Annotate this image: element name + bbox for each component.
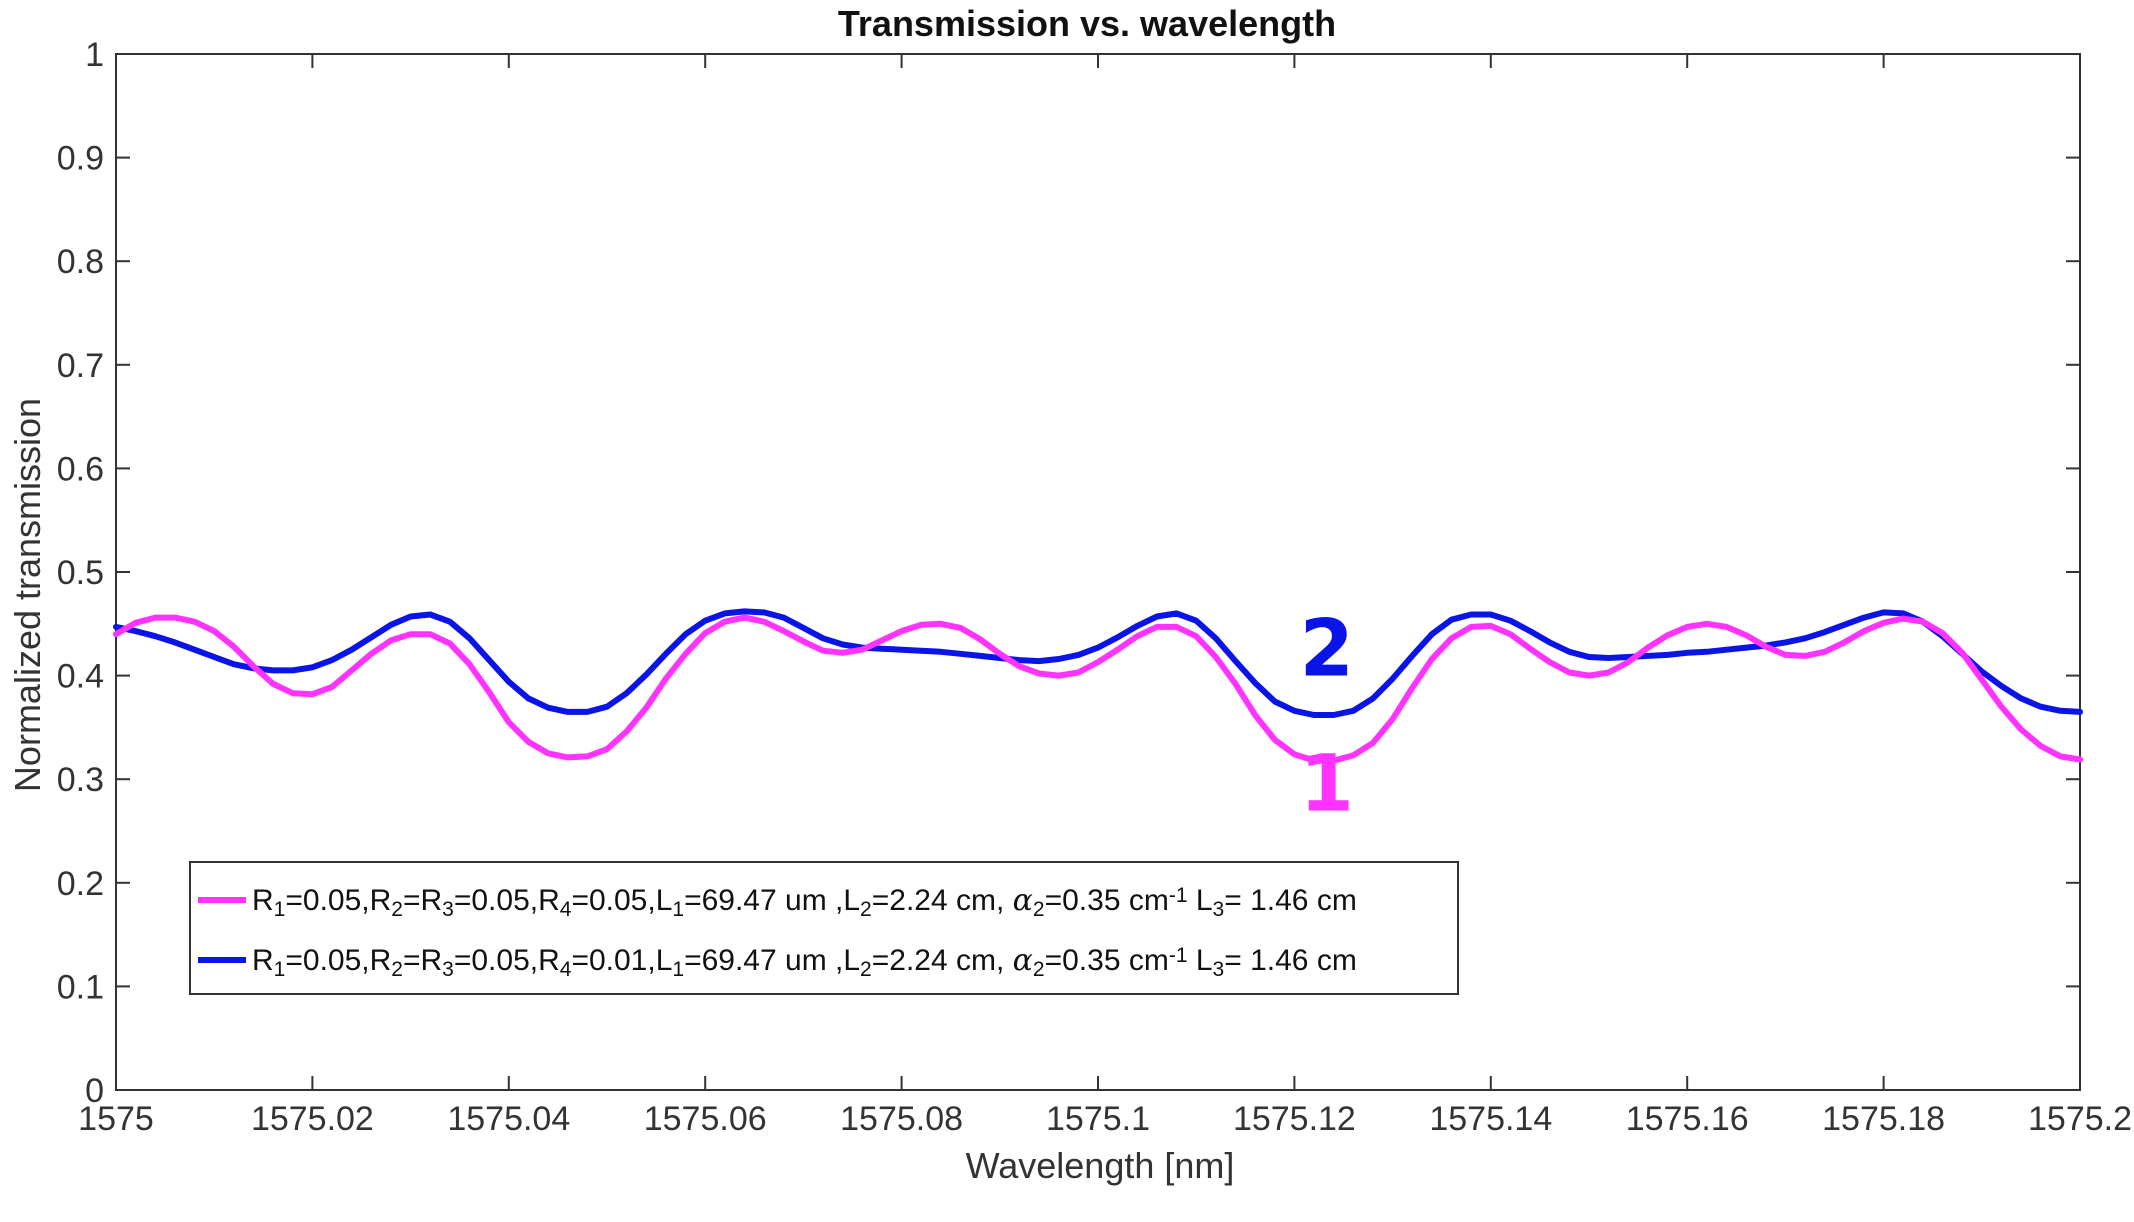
x-axis-label: Wavelength [nm] xyxy=(966,1145,1235,1186)
plot-area: 1575 1575.02 1575.04 1575.06 1575.08 1575.1 15… xyxy=(57,36,2132,1138)
y-tick-label: 0.9 xyxy=(57,140,104,178)
legend-label-2: R1=0.05,R2=R3=0.05,R4=0.01,L1=69.47 um ,… xyxy=(252,943,1357,981)
legend: R1=0.05,R2=R3=0.05,R4=0.05,L1=69.47 um ,… xyxy=(189,861,1459,995)
y-tick-label: 0.5 xyxy=(57,554,104,592)
x-tick-label: 1575.02 xyxy=(251,1100,374,1138)
y-tick-label: 0 xyxy=(85,1072,104,1110)
y-tick-label: 0.7 xyxy=(57,347,104,385)
curve-annotation-2: 2 xyxy=(1300,605,1354,695)
curve-annotation-1: 1 xyxy=(1300,739,1354,829)
chart-title: Transmission vs. wavelength xyxy=(838,3,1336,44)
y-tick-label: 0.6 xyxy=(57,450,104,488)
series-lines xyxy=(113,608,2083,764)
y-tick-label: 0.3 xyxy=(57,761,104,799)
series-line-2 xyxy=(113,608,2083,718)
legend-label-1: R1=0.05,R2=R3=0.05,R4=0.05,L1=69.47 um ,… xyxy=(252,883,1357,921)
x-tick-label: 1575 xyxy=(78,1100,154,1138)
curve-annotations: 12 xyxy=(1300,605,1354,830)
y-axis-label: Normalized transmission xyxy=(7,398,48,792)
x-tick-label: 1575.16 xyxy=(1626,1100,1749,1138)
y-tick-label: 0.8 xyxy=(57,243,104,281)
y-tick-label: 0.1 xyxy=(57,968,104,1006)
x-tick-label: 1575.18 xyxy=(1822,1100,1945,1138)
x-tick-label: 1575.1 xyxy=(1046,1100,1150,1138)
y-tick-label: 0.4 xyxy=(57,658,104,696)
x-tick-label: 1575.08 xyxy=(840,1100,963,1138)
x-tick-label: 1575.14 xyxy=(1429,1100,1552,1138)
legend-box xyxy=(189,861,1459,995)
x-tick-label: 1575.06 xyxy=(644,1100,767,1138)
series-line-1 xyxy=(113,614,2083,764)
x-tick-label: 1575.2 xyxy=(2028,1100,2132,1138)
x-tick-label: 1575.12 xyxy=(1233,1100,1356,1138)
y-tick-label: 0.2 xyxy=(57,865,104,903)
y-tick-label: 1 xyxy=(85,36,104,74)
x-tick-label: 1575.04 xyxy=(447,1100,570,1138)
